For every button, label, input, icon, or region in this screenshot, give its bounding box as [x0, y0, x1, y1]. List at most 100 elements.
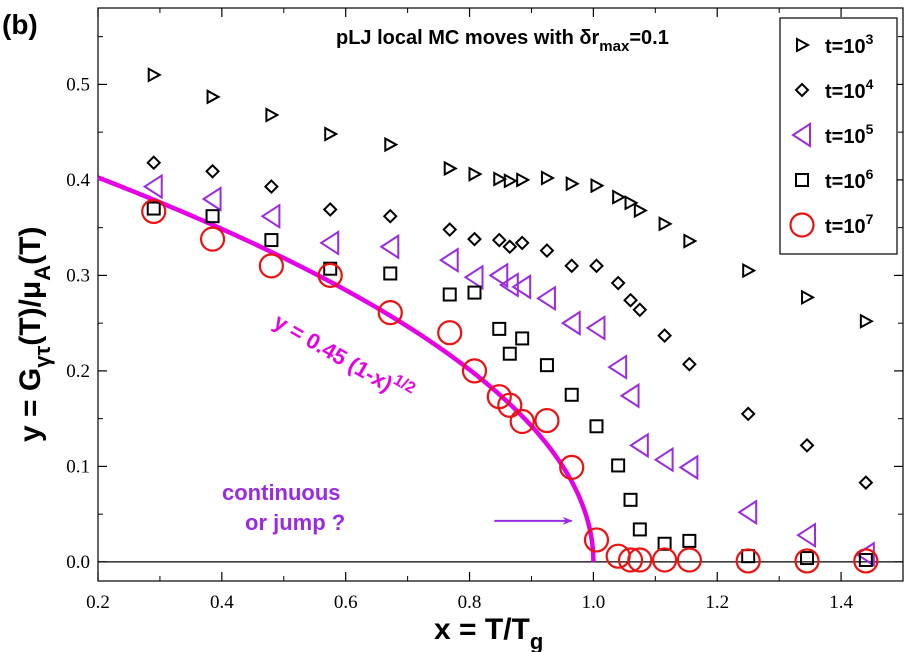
y-tick-label: 0.1: [66, 456, 90, 477]
data-point: [623, 492, 638, 507]
data-point: [468, 166, 483, 182]
data-point: [260, 203, 281, 230]
series-0: [147, 67, 874, 329]
x-tick-label: 0.6: [334, 592, 358, 613]
data-point: [800, 551, 815, 566]
data-point: [463, 264, 484, 291]
data-point: [205, 209, 220, 224]
data-point: [146, 155, 162, 171]
data-point: [564, 258, 580, 274]
data-point: [491, 232, 507, 248]
data-point: [583, 527, 610, 553]
legend-marker: [796, 37, 811, 53]
data-point: [607, 354, 628, 380]
data-point: [503, 173, 518, 189]
data-point: [740, 406, 756, 422]
data-point: [515, 331, 530, 346]
data-point: [317, 262, 343, 288]
data-point: [488, 262, 509, 289]
y-axis-title-p2: (T)/μ: [14, 281, 47, 346]
data-point: [681, 356, 697, 372]
data-point: [678, 454, 699, 481]
x-axis-title-sub: g: [530, 629, 543, 652]
data-point: [536, 285, 556, 312]
data-point: [794, 548, 820, 574]
fit-curve-label-main: y = 0.45 (1-x): [270, 309, 397, 397]
data-point: [437, 320, 463, 346]
data-point: [264, 233, 279, 248]
legend-label: t=106: [825, 166, 874, 193]
data-point: [534, 407, 560, 434]
data-point: [539, 358, 554, 373]
data-point: [263, 179, 279, 194]
data-point: [612, 189, 627, 205]
data-point: [540, 170, 556, 186]
data-point: [265, 107, 280, 123]
data-point: [617, 547, 644, 573]
data-point: [605, 543, 631, 569]
data-point: [560, 310, 581, 336]
legend-marker: [791, 122, 811, 148]
data-point: [742, 262, 757, 279]
data-point: [628, 432, 649, 459]
data-point: [799, 437, 815, 453]
data-point: [741, 549, 756, 564]
data-point: [676, 547, 702, 573]
x-axis-title-main: x = T/T: [434, 613, 530, 646]
fit-curve-line: [97, 175, 596, 562]
legend-label-main: t=10: [825, 216, 866, 238]
data-point: [442, 287, 457, 302]
data-point: [497, 392, 523, 418]
data-point: [516, 172, 531, 188]
y-tick-label: 0.2: [66, 361, 90, 382]
y-tick-label: 0.0: [66, 552, 90, 573]
data-point: [141, 198, 167, 225]
y-axis-title: y = Gγτ(T)/μA(T): [14, 227, 55, 442]
data-point: [624, 195, 639, 211]
x-tick-label: 0.8: [458, 592, 482, 613]
data-point: [492, 321, 507, 336]
legend-label: t=107: [825, 211, 874, 238]
legend-label: t=103: [825, 31, 874, 58]
data-point: [737, 499, 758, 526]
chart-title-main: pLJ local MC moves with δr: [336, 27, 600, 49]
legend-label: t=105: [825, 121, 874, 148]
data-point: [633, 202, 648, 219]
data-point: [377, 300, 403, 326]
data-point: [142, 173, 163, 200]
data-point: [511, 274, 532, 300]
data-point: [379, 233, 400, 260]
data-point: [657, 328, 673, 343]
data-point: [324, 126, 339, 142]
data-point: [682, 533, 697, 548]
data-point: [611, 458, 626, 473]
data-point: [632, 522, 647, 537]
data-point: [796, 522, 817, 548]
series-1: [146, 155, 874, 491]
data-point: [199, 226, 226, 252]
data-point: [859, 313, 874, 329]
legend-label-exp: 5: [866, 121, 874, 137]
plot-layer: 0.2 0.4 0.6 0.8 1.0 1.2 1.4 0.0 0.1 0.2 0.3 0.4 0.5 t…: [66, 7, 904, 613]
data-point: [493, 171, 508, 187]
data-point: [258, 253, 284, 279]
data-point: [322, 202, 338, 217]
x-axis-title: x = T/Tg: [434, 613, 543, 652]
data-point: [589, 419, 604, 434]
x-tick-label: 0.4: [210, 592, 234, 613]
chart-title-sub: max: [599, 38, 630, 55]
data-point: [585, 315, 606, 341]
legend-marker: [795, 173, 809, 187]
data-point: [438, 247, 459, 273]
legend-label-exp: 7: [866, 211, 874, 227]
series-4: [141, 198, 879, 574]
data-point: [383, 266, 398, 281]
data-point: [467, 285, 482, 300]
data-point: [382, 208, 398, 224]
legend-marker: [789, 212, 815, 238]
legend-label-exp: 6: [866, 166, 874, 182]
data-point: [651, 547, 678, 573]
legend-label-main: t=10: [825, 171, 866, 193]
legend-label: t=104: [825, 76, 874, 103]
